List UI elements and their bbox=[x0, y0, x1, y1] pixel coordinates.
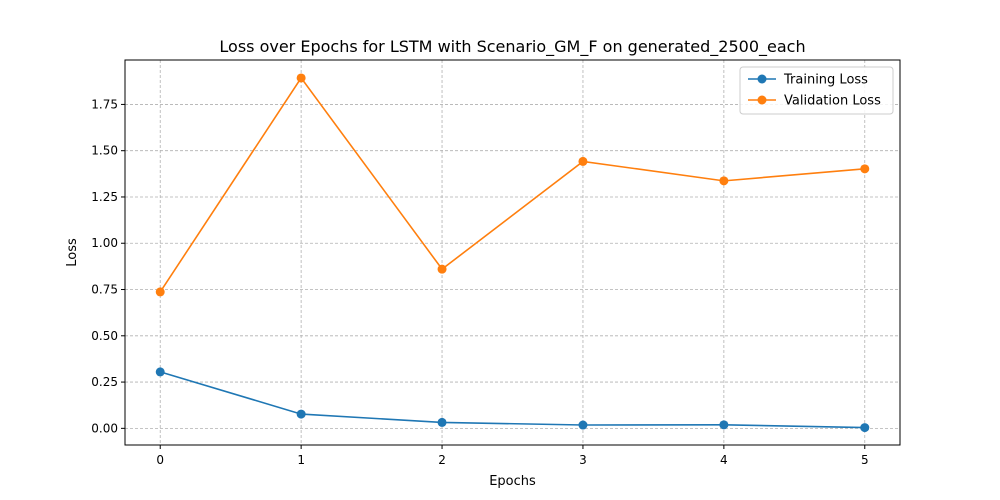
x-tick-label: 1 bbox=[297, 453, 305, 467]
training-loss-legend-marker bbox=[757, 74, 767, 84]
y-tick-label: 1.75 bbox=[91, 97, 118, 111]
training-loss-point bbox=[437, 417, 447, 427]
validation-loss-point bbox=[437, 264, 447, 274]
x-tick-label: 3 bbox=[579, 453, 587, 467]
x-tick-label: 5 bbox=[861, 453, 869, 467]
legend-box bbox=[739, 66, 894, 115]
validation-loss-legend-marker bbox=[757, 95, 767, 105]
training-loss-line bbox=[159, 371, 865, 429]
plot-area-frame bbox=[124, 59, 901, 446]
training-loss-legend-label: Training Loss bbox=[783, 73, 868, 88]
validation-loss-point bbox=[578, 156, 588, 166]
validation-loss-legend-label: Validation Loss bbox=[784, 94, 881, 109]
x-tick-label: 2 bbox=[438, 453, 446, 467]
training-loss-point bbox=[860, 423, 870, 433]
y-tick-label: 0.25 bbox=[91, 375, 118, 389]
y-axis-label: Loss bbox=[65, 238, 80, 267]
y-tick-label: 0.00 bbox=[91, 421, 118, 435]
training-loss-point bbox=[155, 367, 165, 377]
series-lines bbox=[155, 73, 870, 433]
x-axis-label: Epochs bbox=[489, 474, 536, 489]
x-tick-label: 4 bbox=[720, 453, 728, 467]
training-loss-point bbox=[296, 409, 306, 419]
y-tick-label: 0.50 bbox=[91, 329, 118, 343]
validation-loss-point bbox=[155, 287, 165, 297]
training-loss-point bbox=[719, 420, 729, 430]
validation-loss-point bbox=[719, 176, 729, 186]
legend: Training Loss Validation Loss bbox=[739, 66, 894, 115]
y-tick-label: 0.75 bbox=[91, 283, 118, 297]
validation-loss-point bbox=[296, 73, 306, 83]
validation-loss-point bbox=[860, 164, 870, 174]
y-tick-label: 1.00 bbox=[91, 236, 118, 250]
y-tick-label: 1.50 bbox=[91, 144, 118, 158]
axis-ticks: 0 1 2 3 4 5 0.00 0.25 0.50 0.75 1.00 1.25 1.50 1.75 bbox=[91, 97, 868, 467]
y-tick-label: 1.25 bbox=[91, 190, 118, 204]
training-loss-point bbox=[578, 420, 588, 430]
validation-loss-line bbox=[159, 76, 865, 293]
x-tick-label: 0 bbox=[156, 453, 164, 467]
grid-lines bbox=[125, 60, 900, 445]
chart-title: Loss over Epochs for LSTM with Scenario_… bbox=[219, 37, 805, 57]
